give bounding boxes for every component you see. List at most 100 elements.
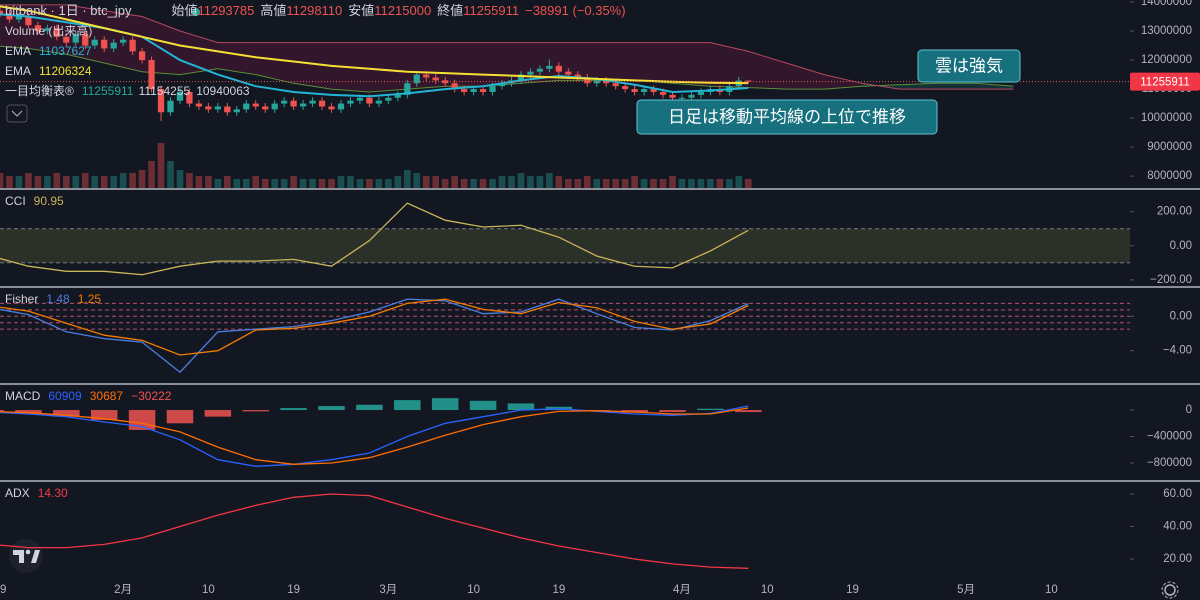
candle-body (129, 39, 136, 52)
volume-bar (0, 173, 4, 188)
volume-bar (44, 176, 51, 188)
candle-body (423, 74, 430, 78)
histogram-bar (394, 400, 421, 411)
candle-body (195, 103, 203, 107)
legend-item: CCI (5, 194, 26, 208)
cloud-segment (937, 83, 976, 90)
legend-item: 14.30 (38, 486, 68, 500)
histogram-bar (431, 398, 459, 411)
candle-body (167, 100, 174, 113)
candle-body (688, 94, 695, 98)
callout-text: 雲は強気 (935, 56, 1003, 75)
candle-body (205, 106, 212, 110)
candle-body (631, 89, 638, 92)
candle-body (678, 97, 686, 99)
legend: bitbank · 1日 · btc_jpy 始値11293785 高値112981… (5, 3, 626, 18)
legend-item: 11215000 (374, 3, 431, 18)
histogram-bar (53, 410, 80, 417)
legend-item: 11255911 (82, 84, 134, 98)
y-tick-label: 9000000 (1147, 141, 1192, 153)
volume-bar (53, 173, 61, 188)
legend-item: Volume (出来高) (5, 23, 92, 38)
candle-body (120, 39, 127, 43)
legend-item: EMA (5, 44, 31, 58)
volume-bar (290, 176, 297, 188)
legend-item: 11255911 (463, 3, 519, 18)
legend: EMA 11037627 (5, 44, 92, 58)
histogram-bar (0, 410, 4, 412)
volume-bar (280, 179, 288, 188)
volume-bar (403, 170, 411, 188)
candle-body (555, 65, 562, 72)
volume-bar (110, 176, 117, 188)
volume-bar (195, 176, 203, 188)
volume-bar (205, 176, 212, 188)
volume-bar (735, 176, 743, 188)
histogram-bar (90, 410, 118, 420)
volume-bar (432, 176, 440, 188)
y-tick-label: 20.00 (1163, 553, 1192, 565)
candle-body (176, 91, 184, 101)
y-tick-label: 13000000 (1141, 25, 1192, 37)
legend-item: 安値 (348, 3, 374, 18)
pane (0, 4, 1014, 188)
candle-body (612, 83, 619, 87)
legend-item: 1.25 (78, 292, 102, 306)
callout-box (917, 49, 1021, 83)
candle-body (622, 86, 629, 90)
indicator-line (0, 298, 749, 374)
volume-bar (81, 173, 89, 188)
candle-body (593, 80, 600, 84)
candle-body (91, 39, 98, 46)
volume-bar (489, 179, 496, 188)
histogram-bar (166, 410, 194, 424)
histogram-bar (318, 406, 345, 411)
volume-bar (394, 176, 402, 188)
volume-bar (631, 176, 638, 188)
x-tick-label: 10 (202, 584, 215, 596)
y-tick-label: 14000000 (1141, 0, 1192, 8)
cloud-segment (710, 42, 749, 88)
candle-body (659, 91, 667, 95)
cci-band (0, 228, 1130, 263)
volume-bar (707, 179, 714, 188)
cloud-segment (975, 83, 1014, 90)
volume-bar (669, 176, 676, 188)
volume-bar (129, 173, 136, 188)
histogram-bar (735, 410, 762, 413)
legend-item: 10940063 (196, 84, 250, 98)
candle-body (15, 16, 23, 20)
legend-item: bitbank · 1日 · btc_jpy (5, 3, 132, 18)
legend-item: 30687 (90, 389, 124, 403)
y-tick-label: 12000000 (1141, 54, 1192, 66)
y-tick-label: 40.00 (1163, 521, 1192, 533)
candle-body (451, 83, 458, 90)
candle-body (138, 51, 146, 61)
candle-body (44, 28, 51, 32)
volume-bar (72, 176, 80, 188)
collapse-button[interactable] (6, 104, 28, 123)
legend: CCI 90.95 (5, 194, 64, 208)
settings-icon[interactable] (1161, 581, 1179, 599)
candle-body (517, 74, 525, 81)
volume-bar (612, 179, 619, 188)
cloud-segment (748, 51, 787, 90)
volume-bar (328, 179, 335, 188)
volume-bar (726, 179, 733, 188)
cloud-segment (369, 42, 408, 92)
candle-body (697, 91, 705, 95)
candle-body (546, 65, 553, 69)
volume-bar (744, 179, 752, 188)
volume-bar (366, 179, 373, 188)
y-tick-label: −400000 (1147, 431, 1192, 443)
candle-body (489, 86, 496, 92)
candle-body (63, 36, 70, 43)
candle-body (640, 89, 648, 92)
candle-body (318, 100, 326, 107)
histogram-bar (242, 410, 270, 412)
candle-body (432, 77, 439, 81)
candle-body (460, 89, 468, 92)
volume-bar (451, 176, 458, 188)
volume-bar (309, 179, 316, 188)
indicator-line (0, 493, 749, 569)
